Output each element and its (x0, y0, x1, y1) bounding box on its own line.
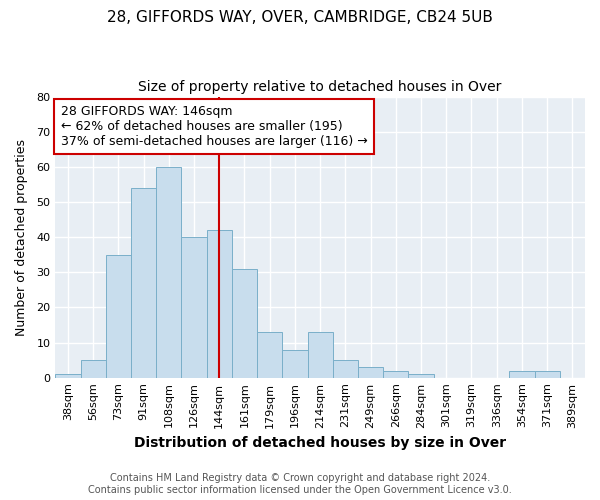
Title: Size of property relative to detached houses in Over: Size of property relative to detached ho… (139, 80, 502, 94)
Bar (80, 360, 106, 378)
Bar (55, 374, 80, 378)
Text: 28, GIFFORDS WAY, OVER, CAMBRIDGE, CB24 5UB: 28, GIFFORDS WAY, OVER, CAMBRIDGE, CB24 … (107, 10, 493, 25)
Bar (156, 167, 181, 378)
Bar (535, 370, 560, 378)
Bar (232, 268, 257, 378)
Y-axis label: Number of detached properties: Number of detached properties (15, 138, 28, 336)
Bar (358, 367, 383, 378)
Bar (106, 254, 131, 378)
Text: 28 GIFFORDS WAY: 146sqm
← 62% of detached houses are smaller (195)
37% of semi-d: 28 GIFFORDS WAY: 146sqm ← 62% of detache… (61, 105, 367, 148)
Text: Contains HM Land Registry data © Crown copyright and database right 2024.
Contai: Contains HM Land Registry data © Crown c… (88, 474, 512, 495)
Bar (409, 374, 434, 378)
Bar (283, 350, 308, 378)
X-axis label: Distribution of detached houses by size in Over: Distribution of detached houses by size … (134, 436, 506, 450)
Bar (509, 370, 535, 378)
Bar (131, 188, 156, 378)
Bar (181, 237, 206, 378)
Bar (206, 230, 232, 378)
Bar (308, 332, 333, 378)
Bar (383, 370, 409, 378)
Bar (257, 332, 283, 378)
Bar (333, 360, 358, 378)
